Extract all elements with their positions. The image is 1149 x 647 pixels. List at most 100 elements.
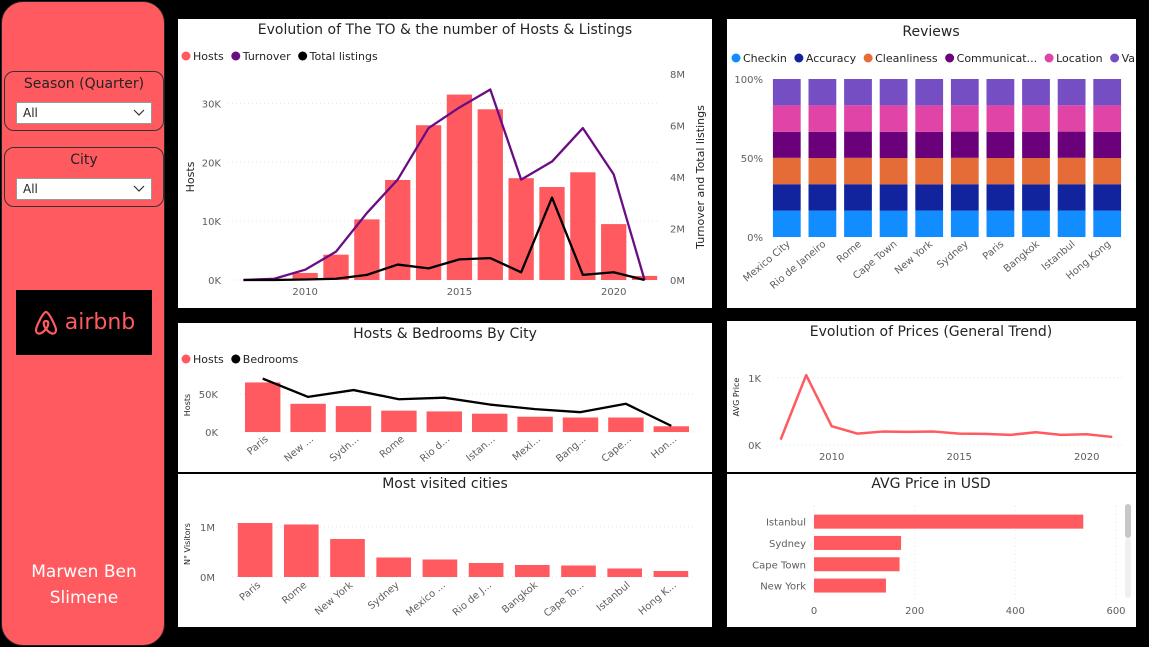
evolution-legend-marker: [181, 51, 191, 61]
sidebar: Season (Quarter) All City All airbnb Mar…: [1, 1, 165, 646]
avg-price-bar: [814, 514, 1084, 529]
visitors-bar: [422, 559, 458, 577]
x-tick-label: Rome: [835, 239, 864, 266]
prices-chart: Evolution of Prices (General Trend) 0K 1K A…: [732, 324, 1125, 463]
y-tick-label: 1K: [748, 374, 761, 385]
review-segment: [772, 157, 801, 185]
review-segment: [986, 158, 1015, 185]
x-tick-label: Paris: [238, 580, 263, 604]
review-segment: [844, 184, 872, 211]
reviews-legend-marker: [1044, 53, 1054, 63]
reviews-legend-label: Accuracy: [806, 52, 857, 65]
x-tick-label: Rio d...: [418, 434, 452, 465]
reviews-chart: Reviews Checkin Accuracy Cleanliness Communi…: [731, 24, 1136, 292]
chart-title: AVG Price in USD: [871, 476, 990, 492]
hosts-bar: [570, 172, 596, 280]
chevron-down-icon: [133, 109, 145, 116]
reviews-legend-marker: [794, 53, 804, 63]
x-tick-label: Sydney: [366, 580, 401, 612]
x-tick-label: Sydney: [935, 239, 970, 271]
visited-panel: Most visited cities 0M 1M N° Visitors Paris R…: [178, 474, 712, 627]
review-segment: [986, 105, 1015, 132]
y-axis-label: Hosts: [184, 161, 197, 192]
y-axis-label: N° Visitors: [183, 523, 192, 565]
hosts-bar: [335, 406, 372, 432]
review-segment: [772, 105, 801, 132]
review-segment: [950, 184, 979, 211]
x-tick-label: Rome: [378, 434, 407, 461]
review-segment: [1093, 158, 1122, 185]
avg-price-chart: AVG Price in USD 0 200 400 600 Istanbul Sydney…: [752, 476, 1131, 617]
hosts-bar: [381, 410, 417, 432]
chart-title: Reviews: [902, 24, 959, 40]
hosts-bar: [608, 417, 644, 432]
hosts-bedrooms-legend-label: Hosts: [193, 353, 224, 366]
x-tick-label: 2015: [946, 452, 971, 463]
y2-tick-label: 4M: [670, 173, 685, 184]
x-tick-label: New York: [313, 580, 355, 618]
scrollbar-track[interactable]: [1125, 538, 1131, 598]
review-segment: [844, 131, 872, 158]
x-tick-label: New ...: [283, 434, 317, 465]
chart-title: Evolution of Prices (General Trend): [810, 324, 1052, 340]
x-tick-label: 400: [1006, 606, 1025, 617]
review-segment: [915, 79, 944, 106]
x-tick-label: Rome: [280, 580, 309, 607]
review-segment: [1093, 79, 1122, 106]
hosts-bar: [508, 178, 534, 280]
review-segment: [1093, 184, 1122, 211]
evolution-legend-label: Hosts: [193, 50, 224, 63]
y-tick-label: 0K: [748, 441, 761, 452]
x-tick-label: New York: [893, 239, 935, 277]
price-line: [779, 373, 1113, 441]
y-tick-label: 100%: [734, 75, 763, 86]
season-slicer: Season (Quarter) All: [4, 71, 164, 131]
review-segment: [844, 210, 872, 237]
review-segment: [879, 184, 908, 211]
y-tick-label: 30K: [202, 99, 222, 110]
x-tick-label: 0: [811, 606, 817, 617]
hosts-bar: [653, 426, 690, 432]
reviews-legend-label: Value: [1122, 52, 1136, 65]
review-segment: [808, 158, 837, 185]
review-segment: [879, 79, 908, 106]
x-tick-label: 2020: [1074, 452, 1099, 463]
reviews-legend-marker: [863, 53, 873, 63]
review-segment: [950, 79, 979, 106]
y2-axis-label: Turnover and Total listings: [694, 105, 707, 250]
y-axis-label: AVG Price: [732, 378, 741, 417]
hosts-bar: [601, 224, 627, 280]
chart-title: Most visited cities: [382, 476, 508, 492]
review-segment: [915, 105, 944, 132]
hosts-bar: [517, 416, 553, 432]
avg-price-bar: [814, 535, 902, 550]
city-dropdown[interactable]: All: [16, 178, 152, 200]
evolution-chart: Evolution of The TO & the number of Host…: [181, 22, 707, 298]
chart-title: Hosts & Bedrooms By City: [353, 326, 537, 342]
review-segment: [1022, 210, 1050, 237]
x-tick-label: Istanbul: [595, 580, 633, 614]
review-segment: [986, 79, 1015, 106]
review-segment: [844, 79, 872, 106]
reviews-legend-label: Location: [1056, 52, 1103, 65]
scrollbar-thumb[interactable]: [1125, 504, 1131, 538]
y-tick-label: Sydney: [769, 539, 806, 550]
season-slicer-title: Season (Quarter): [23, 76, 145, 92]
hosts-bedrooms-legend-marker: [181, 354, 191, 364]
review-segment: [844, 105, 872, 132]
hosts-bar: [292, 272, 318, 280]
review-segment: [808, 79, 837, 106]
season-dropdown[interactable]: All: [16, 102, 152, 124]
hosts-bar: [290, 403, 326, 432]
review-segment: [986, 184, 1015, 211]
x-tick-label: Istan...: [464, 434, 497, 464]
review-segment: [1057, 131, 1086, 158]
y2-tick-label: 8M: [670, 70, 685, 81]
review-segment: [772, 184, 801, 211]
reviews-legend-label: Communicat...: [957, 52, 1037, 65]
author-line-2: Slimene: [49, 588, 119, 608]
evolution-legend-label: Total listings: [309, 50, 378, 63]
y-tick-label: 0M: [200, 573, 215, 584]
city-slicer: City All: [4, 147, 164, 207]
x-tick-label: Bangkok: [1002, 239, 1042, 275]
